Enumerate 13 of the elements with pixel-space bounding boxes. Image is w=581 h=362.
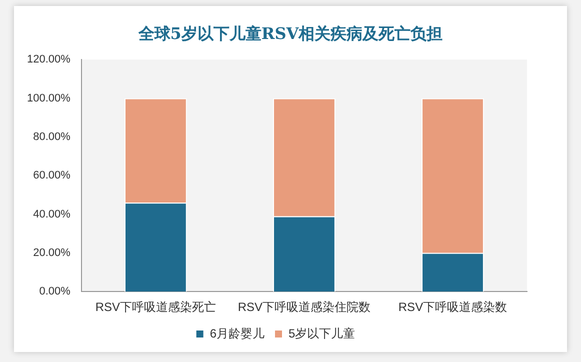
chart-title: 全球5岁以下儿童RSV相关疾病及死亡负担: [137, 24, 444, 45]
y-tick-label: 60.00%: [33, 170, 71, 182]
y-tick-label: 40.00%: [33, 208, 71, 220]
y-tick-label: 100.00%: [26, 92, 71, 104]
y-tick-label: 20.00%: [33, 246, 71, 259]
y-tick-label: 80.00%: [33, 130, 71, 143]
x-tick-label: RSV下呼吸道感染数: [398, 300, 508, 314]
legend-label: 5岁以下儿童: [288, 326, 356, 340]
y-tick-label: 0.00%: [39, 286, 71, 298]
x-tick-label: RSV下呼吸道感染死亡: [95, 300, 216, 314]
x-tick-label: RSV下呼吸道感染住院数: [238, 300, 371, 314]
legend-label: 6月龄婴儿: [210, 326, 265, 340]
y-tick-label: 120.00%: [26, 54, 71, 66]
